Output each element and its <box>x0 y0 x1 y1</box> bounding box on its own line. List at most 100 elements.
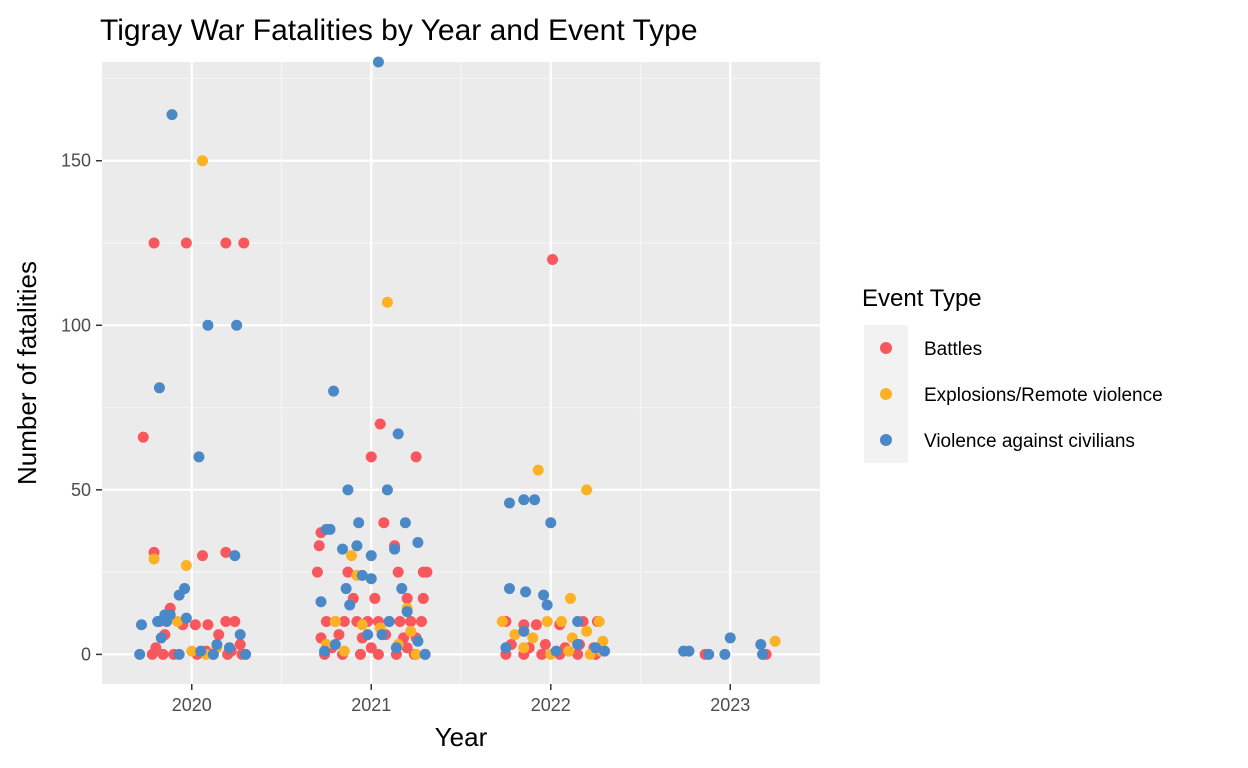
data-point <box>356 569 368 581</box>
data-point <box>572 639 584 651</box>
x-tick-label: 2023 <box>710 695 750 715</box>
data-point <box>518 494 530 506</box>
data-point <box>344 599 356 611</box>
data-point <box>329 615 341 627</box>
data-point <box>419 648 431 660</box>
data-points <box>134 56 781 660</box>
legend-key <box>880 388 892 400</box>
data-point <box>550 645 562 657</box>
data-point <box>496 615 508 627</box>
data-point <box>240 648 252 660</box>
data-point <box>153 382 165 394</box>
data-point <box>329 639 341 651</box>
legend-label: Battles <box>924 339 982 360</box>
data-point <box>399 517 411 529</box>
data-point <box>207 648 219 660</box>
data-point <box>137 431 149 443</box>
y-tick-label: 150 <box>61 151 91 171</box>
data-point <box>378 517 390 529</box>
data-point <box>342 484 354 496</box>
data-point <box>769 635 781 647</box>
data-point <box>148 553 160 565</box>
legend: Event Type Battles Explosions/Remote viol… <box>862 285 1163 463</box>
data-point <box>405 615 417 627</box>
grid-major <box>102 62 820 684</box>
data-point <box>392 428 404 440</box>
data-point <box>392 566 404 578</box>
legend-key <box>880 434 892 446</box>
data-point <box>405 625 417 637</box>
data-point <box>356 619 368 631</box>
data-point <box>683 645 695 657</box>
data-point <box>500 642 512 654</box>
data-point <box>755 639 767 651</box>
data-point <box>173 589 185 601</box>
data-point <box>532 464 544 476</box>
data-point <box>757 648 769 660</box>
data-point <box>338 615 350 627</box>
data-point <box>186 645 198 657</box>
data-point <box>369 592 381 604</box>
data-point <box>376 629 388 641</box>
data-point <box>374 418 386 430</box>
data-point <box>412 536 424 548</box>
data-point <box>213 629 225 641</box>
data-point <box>417 592 429 604</box>
data-point <box>180 560 192 572</box>
data-point <box>545 517 557 529</box>
data-point <box>518 642 530 654</box>
data-point <box>581 484 593 496</box>
data-point <box>362 629 374 641</box>
data-point <box>155 632 167 644</box>
data-point <box>365 550 377 562</box>
data-point <box>231 319 243 331</box>
legend-label: Explosions/Remote violence <box>924 385 1163 406</box>
data-point <box>597 635 609 647</box>
data-point <box>150 642 162 654</box>
data-point <box>703 648 715 660</box>
x-axis: 2020 2021 2022 2023 <box>172 684 750 715</box>
data-point <box>315 596 327 608</box>
data-point <box>536 648 548 660</box>
data-point <box>593 615 605 627</box>
data-point <box>320 615 332 627</box>
y-tick-label: 50 <box>71 480 91 500</box>
legend-items: Battles Explosions/Remote violence Violenc… <box>880 339 1163 452</box>
y-axis: 0 50 100 150 <box>61 151 102 664</box>
data-point <box>394 615 406 627</box>
data-point <box>171 615 183 627</box>
data-point <box>541 599 553 611</box>
data-point <box>529 494 541 506</box>
data-point <box>365 451 377 463</box>
data-point <box>193 451 205 463</box>
data-point <box>412 635 424 647</box>
data-point <box>372 56 384 68</box>
y-tick-label: 100 <box>61 315 91 335</box>
data-point <box>195 645 207 657</box>
data-point <box>134 648 146 660</box>
data-point <box>381 296 393 308</box>
data-point <box>509 629 521 641</box>
data-point <box>328 385 340 397</box>
data-point <box>229 550 241 562</box>
data-point <box>166 109 178 121</box>
data-point <box>342 566 354 578</box>
data-point <box>148 237 160 249</box>
data-point <box>319 645 331 657</box>
x-tick-label: 2022 <box>531 695 571 715</box>
data-point <box>581 625 593 637</box>
data-point <box>197 155 209 167</box>
data-point <box>396 583 408 595</box>
data-point <box>346 550 358 562</box>
grid-minor <box>102 62 820 684</box>
y-tick-label: 0 <box>81 644 91 664</box>
data-point <box>234 629 246 641</box>
data-point <box>223 642 235 654</box>
data-point <box>503 497 515 509</box>
data-point <box>541 615 553 627</box>
data-point <box>372 648 384 660</box>
data-point <box>337 543 349 555</box>
data-point <box>563 645 575 657</box>
data-point <box>410 451 422 463</box>
